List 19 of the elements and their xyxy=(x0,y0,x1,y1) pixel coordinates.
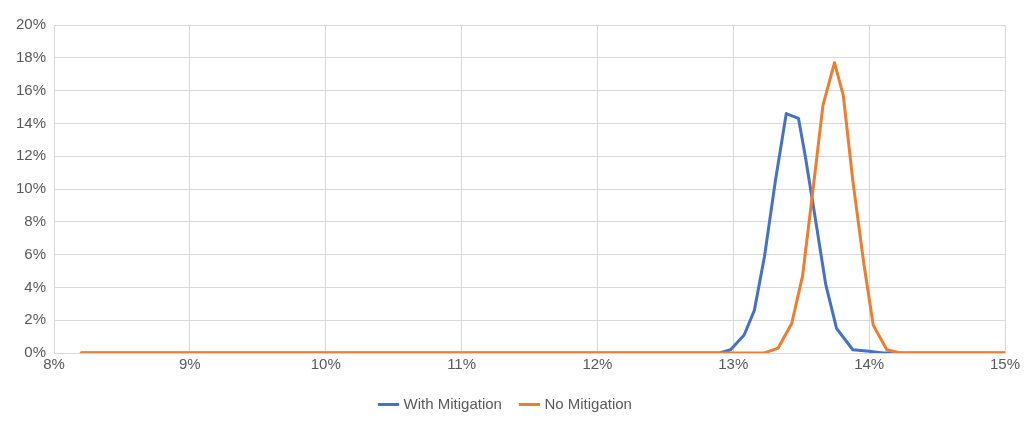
y-tick-label: 6% xyxy=(24,244,47,262)
y-tick-label: 20% xyxy=(15,15,47,33)
x-tick-label: 12% xyxy=(582,355,613,373)
y-tick-label: 12% xyxy=(15,146,47,164)
y-tick-label: 14% xyxy=(15,113,47,131)
x-tick-label: 13% xyxy=(718,355,749,373)
x-tick-label: 11% xyxy=(447,355,477,373)
x-tick-label: 9% xyxy=(179,355,201,373)
y-tick-label: 16% xyxy=(15,80,47,98)
y-tick-label: 2% xyxy=(24,310,47,328)
x-tick-label: 10% xyxy=(310,355,341,373)
y-tick-label: 18% xyxy=(15,47,47,65)
y-tick-label: 8% xyxy=(24,211,47,229)
legend-label: With Mitigation xyxy=(403,394,502,412)
x-tick-label: 15% xyxy=(989,355,1021,373)
y-tick-label: 4% xyxy=(24,277,47,295)
x-tick-label: 14% xyxy=(854,355,885,373)
y-tick-label: 10% xyxy=(15,179,47,197)
legend-label: No Mitigation xyxy=(544,394,632,412)
